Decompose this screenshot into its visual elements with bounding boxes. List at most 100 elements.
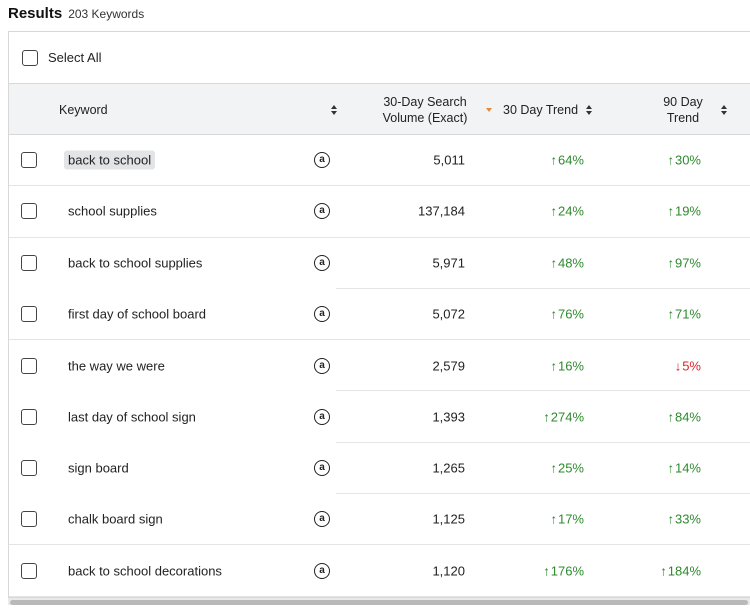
trend-up-arrow-icon: ↑ [550, 460, 557, 476]
amazon-icon[interactable]: a [314, 562, 330, 579]
table-row[interactable]: chalk board sign a 1,125 ↑17% ↑33% [9, 494, 750, 546]
row-checkbox[interactable] [21, 409, 37, 426]
keyword-cell[interactable]: sign board [68, 460, 129, 476]
trend90-value: 14% [674, 460, 701, 476]
trend30-cell: ↑76% [514, 307, 584, 322]
column-header-volume[interactable]: 30-Day Search Volume (Exact) [364, 84, 494, 135]
horizontal-scrollbar[interactable] [8, 597, 750, 605]
keyword-cell[interactable]: first day of school board [68, 306, 207, 322]
trend-up-arrow-icon: ↑ [550, 255, 557, 271]
select-all-label[interactable]: Select All [48, 50, 102, 65]
keyword-cell[interactable]: back to school [64, 150, 156, 170]
trend30-cell: ↑16% [514, 358, 584, 373]
trend-up-arrow-icon: ↑ [543, 409, 550, 425]
table-row[interactable]: back to school a 5,011 ↑64% ↑30% [9, 135, 750, 187]
column-header-keyword[interactable]: Keyword [59, 84, 339, 135]
trend30-value: 76% [557, 306, 584, 322]
table-row[interactable]: the way we were a 2,579 ↑16% ↓5% [9, 340, 750, 392]
row-checkbox[interactable] [21, 255, 37, 272]
table-row[interactable]: back to school supplies a 5,971 ↑48% ↑97% [9, 238, 750, 290]
sort-trend30-icon[interactable] [584, 104, 594, 115]
trend90-cell: ↑184% [629, 563, 701, 578]
amazon-icon[interactable]: a [314, 357, 330, 374]
trend-up-arrow-icon: ↑ [660, 563, 667, 579]
trend-up-arrow-icon: ↑ [667, 460, 674, 476]
trend90-value: 84% [674, 409, 701, 425]
trend90-cell: ↑30% [629, 153, 701, 168]
trend-up-arrow-icon: ↑ [667, 152, 674, 168]
keyword-cell[interactable]: school supplies [68, 203, 157, 219]
keyword-cell[interactable]: back to school supplies [68, 255, 203, 271]
trend30-value: 176% [550, 563, 584, 579]
trend30-cell: ↑64% [514, 153, 584, 168]
search-volume-cell: 1,120 [432, 563, 465, 579]
amazon-icon[interactable]: a [314, 203, 330, 220]
keyword-cell[interactable]: back to school decorations [68, 563, 222, 579]
select-all-checkbox[interactable] [22, 49, 38, 66]
search-volume-cell: 1,393 [432, 409, 465, 425]
column-trend90-label: 90 Day Trend [653, 94, 713, 126]
amazon-icon[interactable]: a [314, 306, 330, 323]
trend30-cell: ↑274% [514, 410, 584, 425]
trend90-cell: ↑71% [629, 307, 701, 322]
select-all-bar: Select All [9, 32, 750, 84]
scrollbar-thumb[interactable] [10, 600, 748, 605]
trend90-cell: ↑97% [629, 256, 701, 271]
table-row[interactable]: sign board a 1,265 ↑25% ↑14% [9, 443, 750, 495]
trend30-value: 24% [557, 203, 584, 219]
trend30-cell: ↑176% [514, 563, 584, 578]
results-header: Results 203 Keywords [8, 5, 144, 25]
amazon-icon[interactable]: a [314, 409, 330, 426]
table-row[interactable]: school supplies a 137,184 ↑24% ↑19% [9, 186, 750, 238]
keyword-cell[interactable]: last day of school sign [68, 409, 196, 425]
table-row[interactable]: first day of school board a 5,072 ↑76% ↑71% [9, 289, 750, 341]
row-checkbox[interactable] [21, 511, 37, 528]
row-checkbox[interactable] [21, 306, 37, 323]
column-volume-label-line2: Volume (Exact) [382, 110, 468, 125]
trend90-value: 184% [667, 563, 701, 579]
search-volume-cell: 1,265 [432, 460, 465, 476]
amazon-icon[interactable]: a [314, 511, 330, 528]
results-title: Results [8, 5, 63, 22]
sort-keyword-icon[interactable] [329, 104, 339, 115]
keyword-cell[interactable]: chalk board sign [68, 511, 163, 527]
trend-up-arrow-icon: ↑ [667, 409, 674, 425]
trend-up-arrow-icon: ↑ [543, 563, 550, 579]
trend90-cell: ↑19% [629, 204, 701, 219]
trend90-cell: ↑33% [629, 512, 701, 527]
trend-up-arrow-icon: ↑ [550, 203, 557, 219]
column-header-trend30[interactable]: 30 Day Trend [503, 84, 608, 135]
column-volume-label-line1: 30-Day Search [383, 94, 467, 109]
row-checkbox[interactable] [21, 562, 37, 579]
trend30-value: 16% [557, 358, 584, 374]
trend-up-arrow-icon: ↑ [550, 306, 557, 322]
search-volume-cell: 137,184 [418, 203, 465, 219]
sort-volume-desc-icon[interactable] [484, 107, 494, 112]
table-row[interactable]: back to school decorations a 1,120 ↑176% ↑18… [9, 545, 750, 597]
column-keyword-label: Keyword [59, 102, 108, 117]
column-header-trend90[interactable]: 90 Day Trend [639, 84, 729, 135]
amazon-icon[interactable]: a [314, 255, 330, 272]
trend30-value: 48% [557, 255, 584, 271]
trend90-cell: ↑14% [629, 461, 701, 476]
row-checkbox[interactable] [21, 152, 37, 169]
trend90-value: 19% [674, 203, 701, 219]
table-row[interactable]: last day of school sign a 1,393 ↑274% ↑84% [9, 391, 750, 444]
row-checkbox[interactable] [21, 357, 37, 374]
search-volume-cell: 1,125 [432, 511, 465, 527]
trend30-value: 274% [550, 409, 584, 425]
trend90-value: 33% [674, 511, 701, 527]
row-checkbox[interactable] [21, 460, 37, 477]
amazon-icon[interactable]: a [314, 152, 330, 169]
sort-trend90-icon[interactable] [719, 104, 729, 115]
column-volume-label: 30-Day Search Volume (Exact) [370, 94, 480, 126]
trend90-value: 97% [674, 255, 701, 271]
trend30-value: 25% [557, 460, 584, 476]
search-volume-cell: 2,579 [432, 358, 465, 374]
trend30-cell: ↑48% [514, 256, 584, 271]
row-checkbox[interactable] [21, 203, 37, 220]
search-volume-cell: 5,971 [432, 255, 465, 271]
amazon-icon[interactable]: a [314, 460, 330, 477]
keyword-cell[interactable]: the way we were [68, 358, 165, 374]
column-trend90-label-line2: Trend [666, 110, 700, 125]
